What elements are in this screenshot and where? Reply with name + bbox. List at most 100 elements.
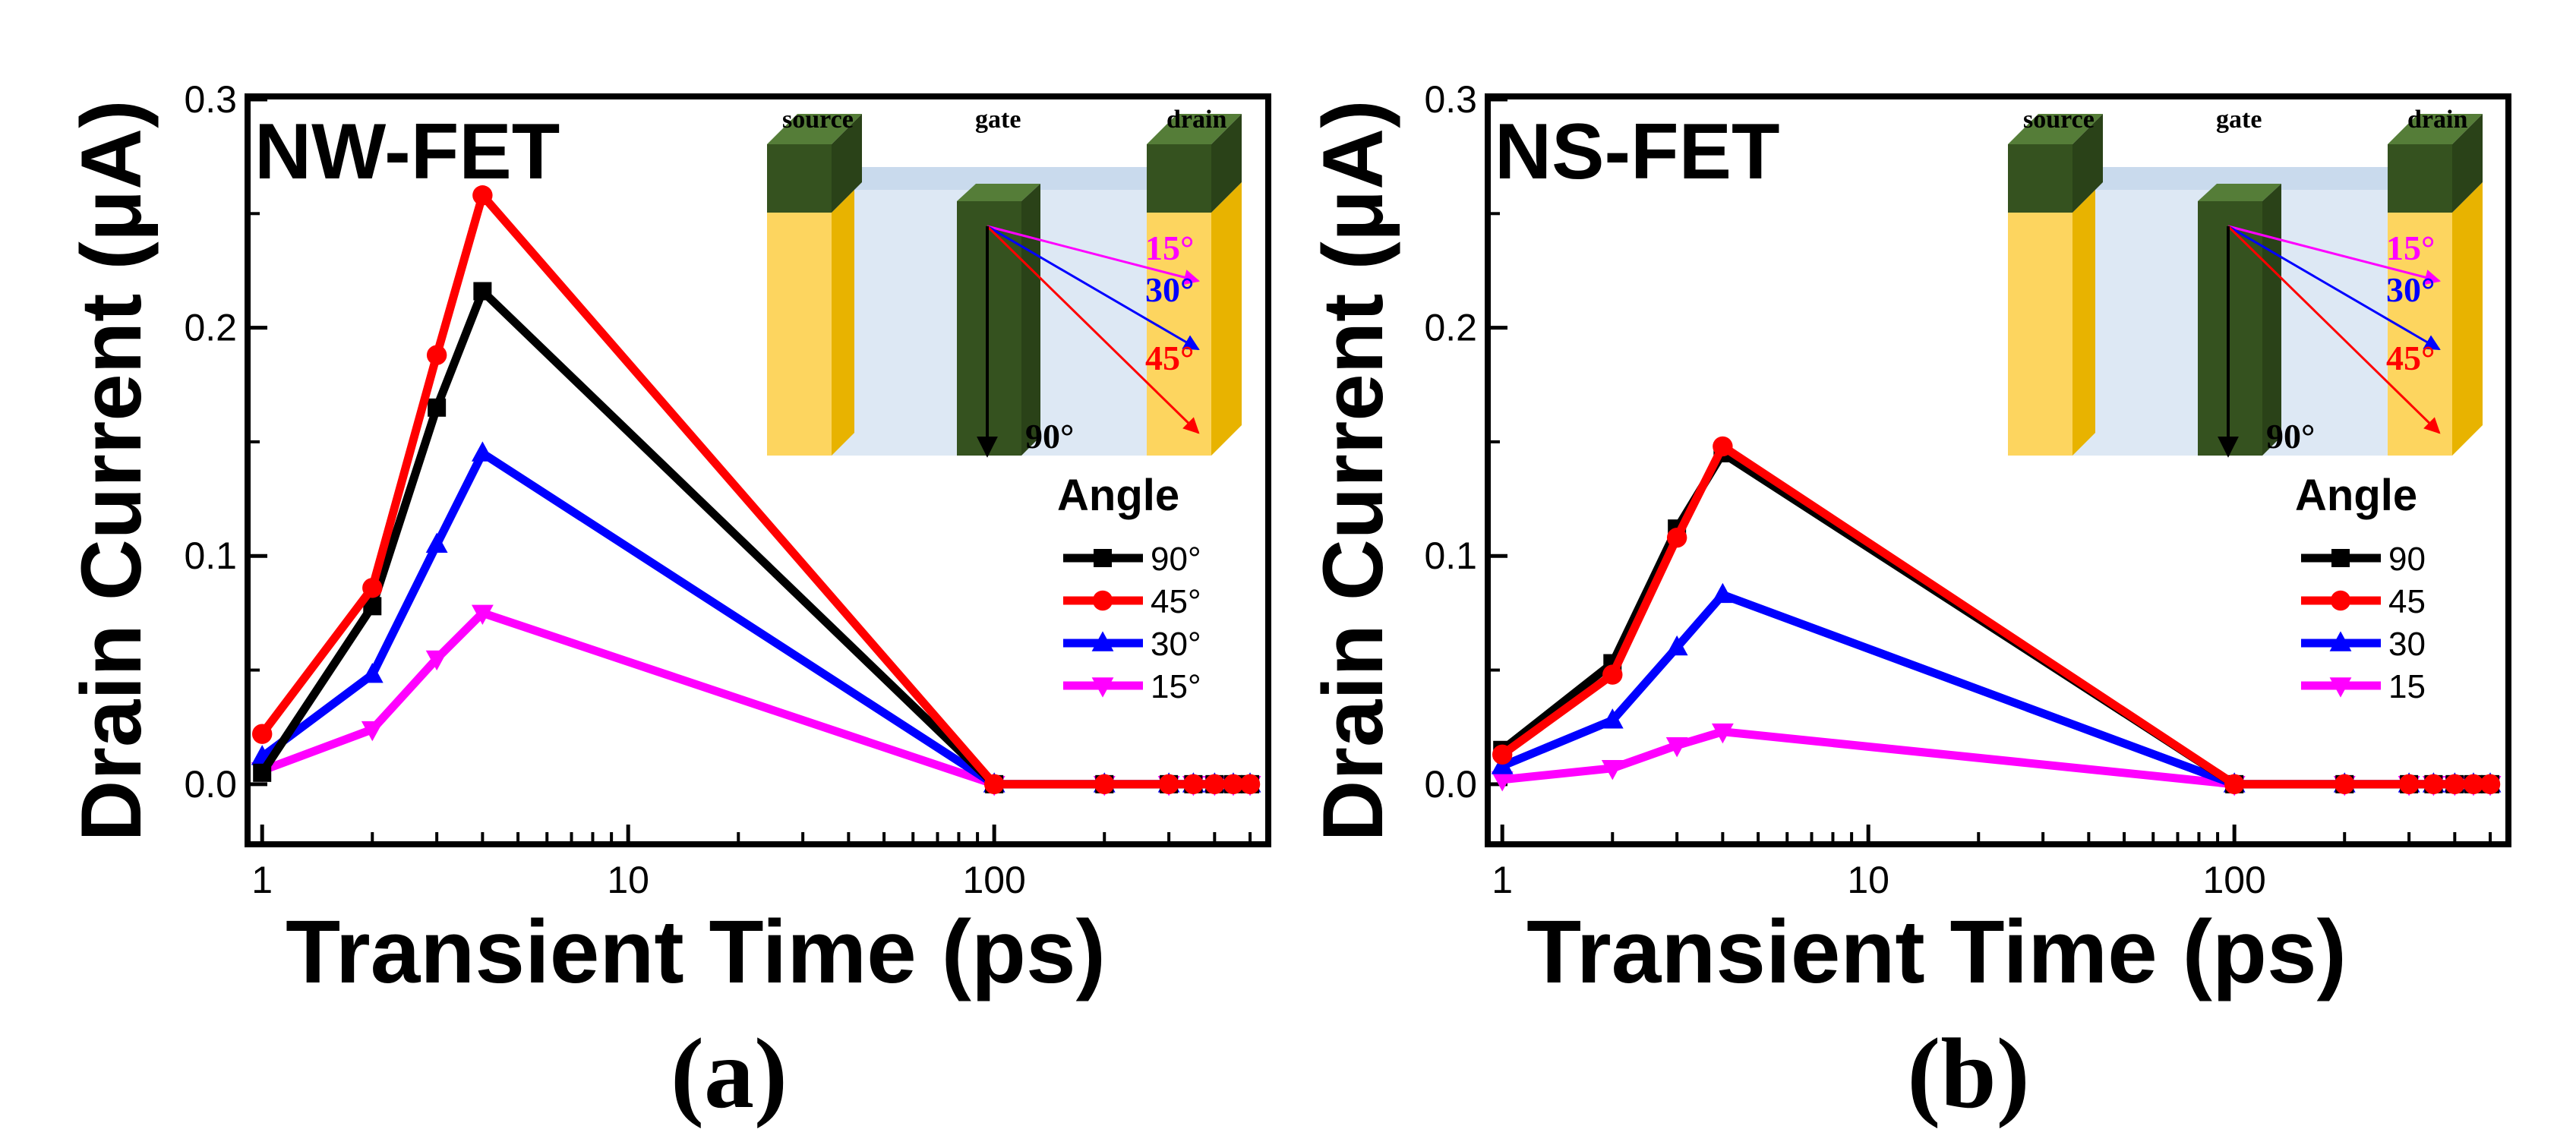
ray-15 <box>2227 225 2442 285</box>
x-axis-title-b: Transient Time (ps) <box>1526 902 2347 1002</box>
drain-contact-side <box>1211 114 1242 213</box>
source-body <box>2008 213 2072 456</box>
y-tick-label: 0.0 <box>184 763 237 806</box>
legend-marker-30 <box>1091 631 1114 651</box>
angle-label-15: 15° <box>2386 229 2435 267</box>
angle-label-30: 30° <box>1145 270 1194 309</box>
drain-contact-top <box>1147 114 1242 144</box>
inset-gate-label: gate <box>975 106 1021 134</box>
ray-45 <box>2227 225 2441 434</box>
channel-top <box>2072 167 2447 190</box>
gate-side <box>1021 184 1040 456</box>
data-point-30 <box>361 662 384 683</box>
legend-label-45: 45 <box>2388 583 2426 620</box>
data-point-45 <box>2398 774 2420 795</box>
legend-label-15: 15° <box>1151 668 1201 705</box>
y-tick-label: 0.1 <box>1424 535 1477 577</box>
legend-marker-90 <box>1094 549 1112 567</box>
drain-contact <box>1147 144 1211 213</box>
panel-a: 1 10 100 0.0 0.1 0.2 0.3 NW-FET Drain Current … <box>64 78 1271 1129</box>
y-tick-label: 0.3 <box>184 78 237 121</box>
legend-marker-15 <box>1091 677 1114 698</box>
panel-title-a: NW-FET <box>254 108 560 196</box>
y-tick-label: 0.2 <box>1424 307 1477 349</box>
x-tick-label: 10 <box>607 859 649 901</box>
inset-gate-label: gate <box>2216 106 2262 134</box>
data-point-90 <box>473 282 492 301</box>
channel-top <box>832 167 1206 190</box>
plot-area-a: 1 10 100 0.0 0.1 0.2 0.3 <box>184 78 1261 901</box>
source-contact-top <box>2008 114 2103 144</box>
legend-marker-45 <box>2330 590 2351 611</box>
y-tick-label: 0.0 <box>1424 763 1477 806</box>
inset-source-label: source <box>2023 106 2095 134</box>
device-schematic-a: source gate drain 15° 30° 45° 90° <box>767 106 1242 458</box>
x-tick-label: 1 <box>1492 859 1513 901</box>
data-point-15 <box>1491 771 1514 792</box>
data-point-45 <box>251 724 273 744</box>
caption-b: (b) <box>1907 1017 2029 1129</box>
panel-b: 1 10 100 0.0 0.1 0.2 0.3 NS-FET Drain Current … <box>1305 78 2511 1129</box>
data-point-45 <box>2224 774 2245 795</box>
x-tick-label: 100 <box>962 859 1025 901</box>
gate-side <box>2262 184 2281 456</box>
legend-label-30: 30° <box>1151 626 1201 663</box>
data-point-45 <box>1158 774 1179 795</box>
angle-label-45: 45° <box>1145 339 1194 377</box>
source-side <box>832 190 854 456</box>
source-side <box>2072 190 2095 456</box>
legend-label-90: 90 <box>2388 541 2426 578</box>
legend-label-90: 90° <box>1151 541 1201 578</box>
ray-45 <box>986 225 1200 434</box>
data-point-45 <box>426 345 447 365</box>
angle-label-30: 30° <box>2386 270 2435 309</box>
data-point-15 <box>425 650 448 671</box>
inset-source-label: source <box>782 106 854 134</box>
data-point-15 <box>1665 736 1688 758</box>
gate-body <box>957 201 1021 456</box>
angle-label-45: 45° <box>2386 339 2435 377</box>
drain-side <box>1211 182 1242 456</box>
data-point-90 <box>428 398 447 417</box>
inset-drain-label: drain <box>1166 106 1226 134</box>
ray-30 <box>987 225 1200 351</box>
y-axis-title-a: Drain Current (μA) <box>64 100 159 842</box>
device-schematic-b: source gate drain 15° 30° 45° 90° <box>2008 106 2483 458</box>
source-body <box>767 213 832 456</box>
source-contact <box>767 144 832 213</box>
inset-drain-label: drain <box>2407 106 2467 134</box>
angle-label-90: 90° <box>2266 417 2315 456</box>
caption-a: (a) <box>671 1017 788 1129</box>
drain-contact-top <box>2388 114 2483 144</box>
legend-label-45: 45° <box>1151 583 1201 620</box>
source-contact-side <box>2072 114 2103 213</box>
legend-title-b: Angle <box>2295 471 2417 520</box>
data-point-30 <box>425 532 448 553</box>
data-point-45 <box>983 774 1005 795</box>
plot-area-b: 1 10 100 0.0 0.1 0.2 0.3 <box>1424 78 2502 901</box>
legend-a: Angle 90° 45° 30° 15° <box>1057 471 1201 705</box>
data-point-45 <box>1204 774 1225 795</box>
y-tick-label: 0.2 <box>184 307 237 349</box>
plot-frame-b <box>1485 93 2511 847</box>
data-point-30 <box>1665 635 1688 656</box>
data-point-45 <box>1492 744 1513 765</box>
angle-label-15: 15° <box>1145 229 1194 267</box>
drain-contact <box>2388 144 2452 213</box>
data-point-30 <box>1711 582 1734 604</box>
gate-body <box>2198 201 2262 456</box>
x-tick-label: 100 <box>2202 859 2265 901</box>
data-point-45 <box>362 578 383 598</box>
data-point-90 <box>253 763 272 782</box>
data-point-30 <box>1601 708 1624 729</box>
gate-top <box>2198 184 2281 201</box>
data-point-15 <box>1601 760 1624 781</box>
legend-label-30: 30 <box>2388 626 2426 663</box>
data-point-45 <box>2334 774 2355 795</box>
x-tick-label: 1 <box>251 859 273 901</box>
data-point-45 <box>1713 436 1733 457</box>
legend-label-15: 15 <box>2388 668 2426 705</box>
data-point-45 <box>1183 774 1204 795</box>
gate-top <box>957 184 1040 201</box>
ray-30 <box>2227 225 2441 351</box>
